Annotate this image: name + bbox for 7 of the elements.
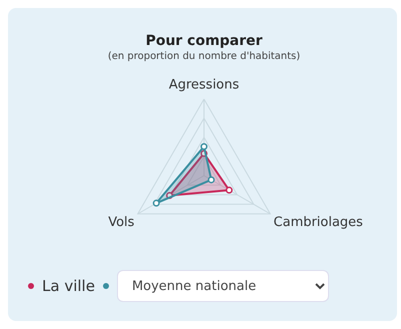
spoke-label: Vols bbox=[108, 214, 135, 230]
spoke-label: Cambriolages bbox=[274, 214, 364, 230]
legend-label: La ville bbox=[42, 277, 95, 295]
chart-subtitle: (en proportion du nombre d'habitants) bbox=[108, 51, 300, 62]
spoke-label: Agressions bbox=[168, 77, 240, 92]
chart-title: Pour comparer bbox=[146, 33, 262, 49]
series-select: Moyenne nationale bbox=[116, 270, 329, 302]
